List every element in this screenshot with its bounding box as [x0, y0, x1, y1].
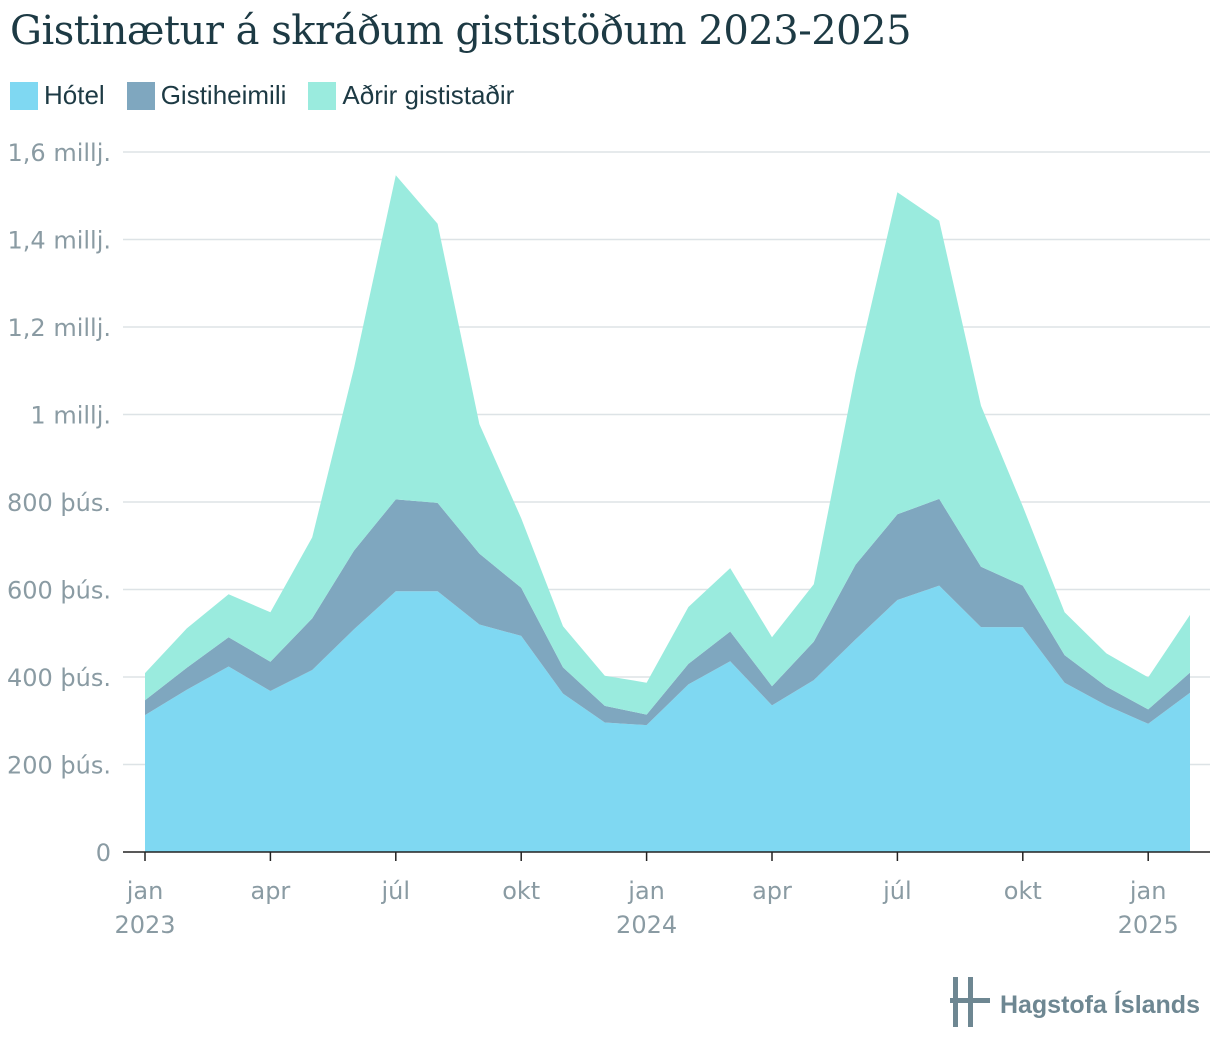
y-tick-label: 1 millj.	[30, 402, 111, 430]
y-tick-label: 800 þús.	[7, 489, 111, 517]
y-tick-label: 1,2 millj.	[8, 314, 111, 342]
area-series-2	[145, 498, 1190, 726]
x-tick-label: jan	[627, 877, 665, 905]
y-tick-label: 0	[96, 839, 111, 867]
legend-item-gistiheimili[interactable]: Gistiheimili	[126, 80, 287, 111]
brand-name: Hagstofa Íslands	[999, 991, 1200, 1019]
area-series-3	[145, 175, 1190, 715]
area-layer	[145, 175, 1190, 852]
y-tick-label: 1,6 millj.	[8, 139, 111, 167]
x-tick-year-label: 2024	[616, 911, 677, 939]
legend-swatch-hotel	[10, 81, 38, 110]
legend-swatch-adrir	[308, 81, 337, 110]
x-tick-year-label: 2023	[114, 911, 175, 939]
stacked-area-chart: 0 200 þús. 400 þús. 600 þús. 800 þús. 1 millj…	[7, 139, 1210, 939]
x-tick-year-label: 2025	[1118, 911, 1179, 939]
legend-label-adrir: Aðrir gististaðir	[342, 80, 515, 110]
y-tick-label: 200 þús.	[7, 752, 111, 780]
x-tick-label: apr	[250, 877, 290, 905]
x-tick-label: apr	[752, 877, 792, 905]
x-tick-label: okt	[502, 877, 540, 905]
y-tick-label: 400 þús.	[7, 664, 111, 692]
chart-title: Gistinætur á skráðum gististöðum 2023-20…	[10, 8, 912, 54]
legend: Hótel Gistiheimili Aðrir gististaðir	[10, 80, 536, 111]
legend-item-adrir[interactable]: Aðrir gististaðir	[308, 80, 514, 111]
legend-label-hotel: Hótel	[44, 80, 105, 110]
x-tick-label: júl	[882, 877, 912, 905]
hagstofa-logo-icon	[949, 977, 990, 1034]
legend-label-gistiheimili: Gistiheimili	[160, 80, 287, 110]
brand-logo[interactable]: Hagstofa Íslands	[949, 977, 1200, 1034]
legend-swatch-gistiheimili	[126, 81, 155, 110]
x-tick-label: jan	[126, 877, 164, 905]
y-tick-label: 600 þús.	[7, 577, 111, 605]
x-tick-label: okt	[1004, 877, 1042, 905]
axis-layer: jan 2023 apr júl okt jan 2024 apr júl okt jan 2025	[114, 851, 1210, 939]
x-tick-label: júl	[381, 877, 411, 905]
x-tick-label: jan	[1129, 877, 1167, 905]
area-series-1	[145, 585, 1190, 852]
y-tick-label: 1,4 millj.	[8, 227, 111, 255]
legend-item-hotel[interactable]: Hótel	[10, 80, 105, 111]
